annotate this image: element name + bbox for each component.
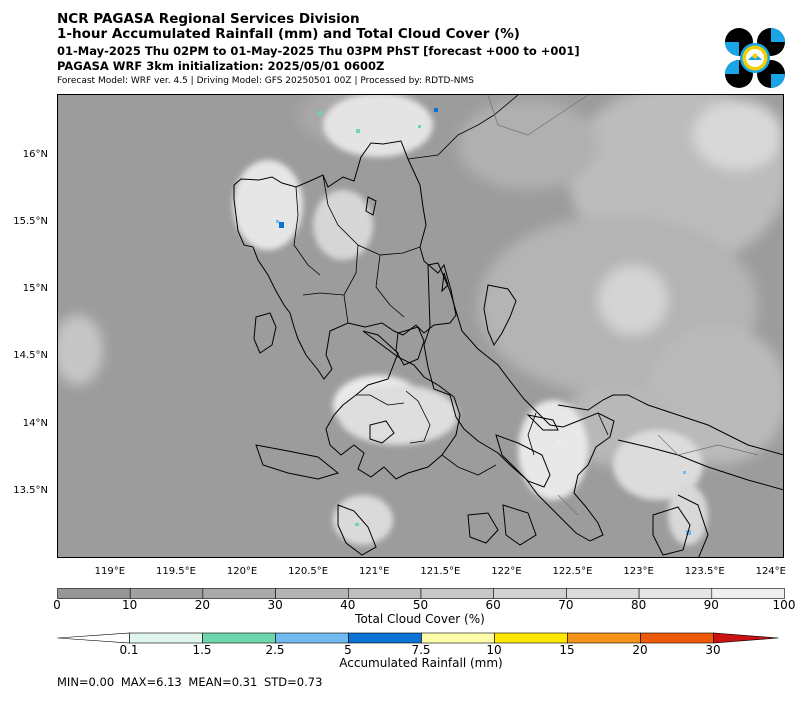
cloud-cover-tick: 100 [772, 598, 796, 612]
lon-label: 120°E [226, 566, 258, 577]
cloud-cover-swatch [638, 588, 713, 599]
cloud-cover-swatch [711, 588, 785, 599]
rainfall-colorbar [57, 632, 779, 644]
lon-label: 124°E [755, 566, 786, 577]
lon-label: 123.5°E [684, 566, 725, 577]
lon-label: 121°E [359, 566, 390, 577]
lat-label: 16°N [22, 148, 48, 160]
cloud-cover-tick: 10 [122, 598, 138, 612]
lat-label: 14.5°N [13, 350, 48, 362]
rainfall-tick: 7.5 [411, 643, 431, 657]
cloud-cover-tick: 30 [267, 598, 283, 612]
rainfall-swatch-over [713, 632, 779, 644]
cloud-cover-tick: 70 [558, 598, 574, 612]
lon-label: 120.5°E [288, 566, 329, 577]
cloud-cover-swatch [57, 588, 131, 599]
rainfall-cloud-map [57, 94, 784, 558]
rain-cells [276, 108, 691, 535]
cloud-cover-tick: 90 [703, 598, 719, 612]
rainfall-swatch [494, 632, 568, 644]
cloud-cover-title: Total Cloud Cover (%) [355, 612, 485, 626]
cloud-cover-swatch [493, 588, 567, 599]
map-canvas [58, 95, 783, 557]
cloud-cover-swatch [129, 588, 204, 599]
rainfall-tick: 5 [344, 643, 352, 657]
lon-label: 121.5°E [420, 566, 461, 577]
cloud-cover-tick: 60 [485, 598, 501, 612]
rainfall-tick: 2.5 [265, 643, 285, 657]
rainfall-swatch-under [57, 632, 130, 644]
rainfall-tick: 30 [705, 643, 721, 657]
coastlines [233, 140, 783, 557]
lon-label: 123°E [623, 566, 654, 577]
lat-label: 13.5°N [13, 484, 48, 496]
rainfall-swatch [202, 632, 276, 644]
title-line-2: 1-hour Accumulated Rainfall (mm) and Tot… [57, 26, 520, 42]
cloud-cover-swatch [202, 588, 276, 599]
cloud-cover-swatch [347, 588, 422, 599]
cloud-cover-swatch [275, 588, 349, 599]
rainfall-swatch [640, 632, 714, 644]
lon-label: 119°E [94, 566, 126, 577]
rainfall-tick: 1.5 [192, 643, 212, 657]
cloud-cover-swatch [420, 588, 494, 599]
rainfall-title: Accumulated Rainfall (mm) [339, 656, 503, 670]
lon-label: 119.5°E [155, 566, 196, 577]
lon-label: 122°E [491, 566, 522, 577]
title-line-1: NCR PAGASA Regional Services Division [57, 11, 360, 27]
rainfall-tick: 15 [559, 643, 575, 657]
rainfall-swatch [129, 632, 203, 644]
forecast-period: 01-May-2025 Thu 02PM to 01-May-2025 Thu … [57, 44, 580, 58]
rainfall-swatch [421, 632, 495, 644]
pagasa-seal-icon [725, 28, 785, 88]
rainfall-swatch [567, 632, 641, 644]
stat-mean: MEAN=0.31 [188, 675, 258, 689]
rainfall-swatch [348, 632, 422, 644]
cloud-cover-colorbar [57, 588, 785, 599]
statistics: MIN=0.00 MAX=6.13 MEAN=0.31 STD=0.73 [57, 675, 322, 689]
rainfall-tick: 10 [486, 643, 502, 657]
rainfall-tick: 0.1 [119, 643, 139, 657]
lat-label: 15.5°N [13, 215, 48, 227]
province-boundaries [293, 95, 609, 476]
stat-min: MIN=0.00 [57, 675, 115, 689]
initialization-line: PAGASA WRF 3km initialization: 2025/05/0… [57, 59, 385, 73]
cloud-cover-tick: 50 [412, 598, 429, 612]
lat-label: 14°N [22, 417, 48, 429]
lon-label: 122.5°E [552, 566, 593, 577]
cloud-cover-tick: 80 [630, 598, 647, 612]
rainfall-swatch [275, 632, 349, 644]
cloud-cover-tick: 20 [194, 598, 211, 612]
stat-std: STD=0.73 [263, 675, 323, 689]
cloud-cover-tick: 0 [53, 598, 61, 612]
rainfall-tick: 20 [632, 643, 648, 657]
model-info: Forecast Model: WRF ver. 4.5 | Driving M… [57, 76, 474, 86]
cloud-cover-swatch [566, 588, 640, 599]
faint-borders [487, 95, 759, 516]
cloud-cover-tick: 40 [340, 598, 356, 612]
stat-max: MAX=6.13 [120, 675, 182, 689]
lat-label: 15°N [22, 283, 48, 294]
